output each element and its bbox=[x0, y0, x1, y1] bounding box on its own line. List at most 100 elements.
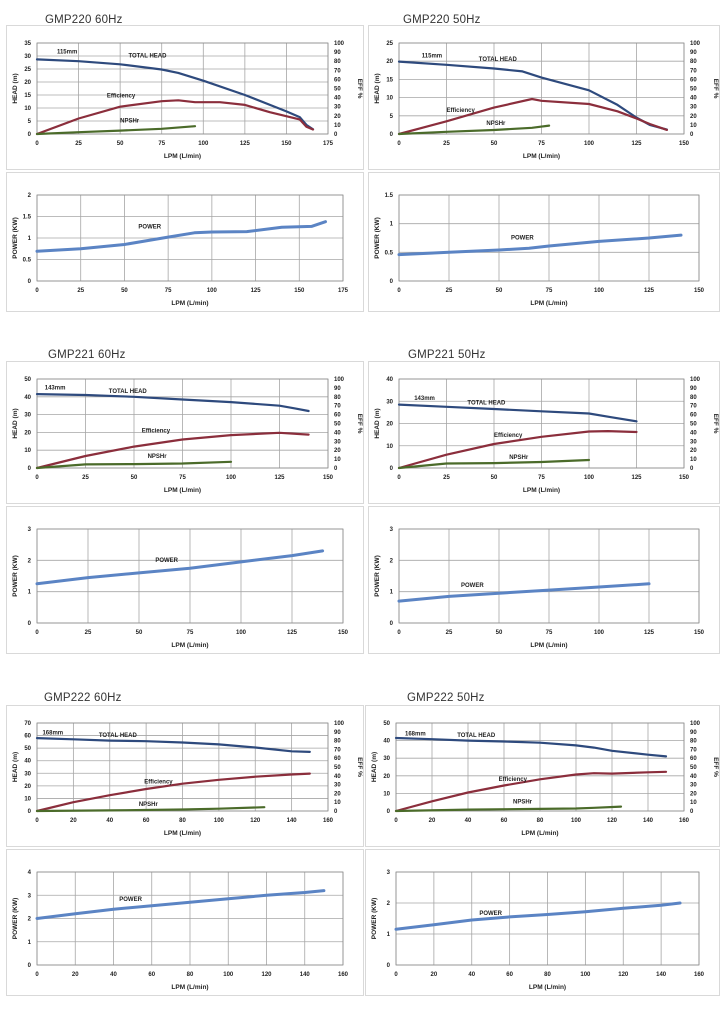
series-line-efficiency bbox=[35, 99, 315, 136]
x-tick-label: 0 bbox=[397, 288, 401, 294]
y-axis-label: POWER (KW) bbox=[374, 555, 381, 597]
x-axis-label: LPM (L/min) bbox=[530, 300, 567, 307]
x-axis-label: LPM (L/min) bbox=[171, 300, 208, 307]
y2-tick-label: 40 bbox=[690, 430, 697, 436]
x-tick-label: 75 bbox=[546, 630, 553, 636]
annotation-npshr: NPSHr bbox=[120, 118, 140, 124]
x-tick-label: 120 bbox=[618, 972, 629, 978]
y-tick-label: 20 bbox=[24, 80, 31, 86]
x-tick-label: 0 bbox=[397, 141, 401, 147]
y-tick-label: 20 bbox=[24, 784, 31, 790]
x-tick-label: 50 bbox=[117, 141, 124, 147]
x-tick-label: 100 bbox=[198, 141, 209, 147]
x-tick-label: 50 bbox=[491, 141, 498, 147]
x-tick-label: 40 bbox=[110, 972, 117, 978]
x-tick-label: 125 bbox=[644, 288, 655, 294]
series-line-npshr bbox=[394, 805, 623, 813]
x-tick-label: 75 bbox=[538, 141, 545, 147]
y2-tick-label: 80 bbox=[690, 739, 697, 745]
x-tick-label: 100 bbox=[594, 288, 605, 294]
y-axis-label: HEAD (m) bbox=[12, 408, 19, 438]
y2-tick-label: 10 bbox=[690, 457, 697, 463]
x-tick-label: 0 bbox=[35, 972, 39, 978]
x-tick-label: 20 bbox=[70, 818, 77, 824]
y-tick-label: 15 bbox=[24, 93, 31, 99]
y2-axis-label: EFF % bbox=[356, 79, 363, 99]
y-tick-label: 0.5 bbox=[385, 250, 394, 256]
y2-tick-label: 80 bbox=[690, 395, 697, 401]
y2-tick-label: 40 bbox=[334, 430, 341, 436]
y-tick-label: 10 bbox=[24, 448, 31, 454]
x-tick-label: 50 bbox=[491, 475, 498, 481]
x-tick-label: 80 bbox=[179, 818, 186, 824]
x-tick-label: 75 bbox=[538, 475, 545, 481]
y2-tick-label: 80 bbox=[690, 59, 697, 65]
y2-tick-label: 50 bbox=[334, 422, 341, 428]
y2-tick-label: 60 bbox=[690, 77, 697, 83]
y-tick-label: 30 bbox=[24, 771, 31, 777]
chart-gmp222-50-head: 0 20 40 60 80 100 120 140 1600102030405001020304… bbox=[371, 721, 719, 837]
chart-gmp220-60-head: 0 25 50 75 100 125 150 175051015202530350102030… bbox=[12, 41, 363, 160]
panel-gmp220-50-power: 0 25 50 75 100 125 150 0 0.5 1 1.5 LPM (L/min) POWER… bbox=[368, 172, 720, 312]
x-tick-label: 100 bbox=[236, 630, 247, 636]
y2-tick-label: 100 bbox=[690, 721, 701, 727]
y-tick-label: 2 bbox=[390, 558, 394, 564]
x-tick-label: 125 bbox=[251, 288, 262, 294]
y-axis-label: POWER (KW) bbox=[374, 217, 381, 259]
y2-tick-label: 40 bbox=[690, 774, 697, 780]
y2-axis-label: EFF % bbox=[356, 414, 363, 434]
x-tick-label: 140 bbox=[300, 972, 311, 978]
y-tick-label: 40 bbox=[383, 739, 390, 745]
x-tick-label: 0 bbox=[35, 141, 39, 147]
y2-tick-label: 90 bbox=[690, 730, 697, 736]
y2-tick-label: 40 bbox=[334, 774, 341, 780]
y2-tick-label: 50 bbox=[690, 422, 697, 428]
series-line-npshr bbox=[35, 125, 197, 136]
chart-gmp222-50-power: 0 20 40 60 80 100 120 140 160 0 1 2 3 LPM (L/min) POWE… bbox=[371, 870, 705, 991]
y2-tick-label: 0 bbox=[334, 466, 338, 472]
series-line-efficiency bbox=[397, 97, 668, 136]
x-tick-label: 100 bbox=[594, 630, 605, 636]
x-tick-label: 60 bbox=[148, 972, 155, 978]
y-tick-label: 0 bbox=[390, 279, 394, 285]
y2-tick-label: 80 bbox=[334, 395, 341, 401]
x-tick-label: 80 bbox=[544, 972, 551, 978]
x-axis-label: LPM (L/min) bbox=[171, 642, 208, 649]
y-tick-label: 3 bbox=[390, 527, 394, 533]
y-tick-label: 0 bbox=[28, 963, 32, 969]
annotation-npshr: NPSHr bbox=[139, 802, 159, 808]
annotation-efficiency: Efficiency bbox=[447, 108, 476, 114]
x-tick-label: 25 bbox=[443, 475, 450, 481]
chart-gmp220-50-head: 0 25 50 75 100 125 150051015202501020304050607… bbox=[374, 41, 719, 160]
annotation-efficiency: Efficiency bbox=[494, 433, 523, 439]
y-tick-label: 30 bbox=[386, 399, 393, 405]
chart-title-gmp221-60: GMP221 60Hz bbox=[48, 349, 126, 361]
x-tick-label: 50 bbox=[496, 288, 503, 294]
y-tick-label: 25 bbox=[386, 41, 393, 47]
annotation-total-head: TOTAL HEAD bbox=[467, 401, 506, 407]
x-axis-label: LPM (L/min) bbox=[529, 984, 566, 991]
plot-frame bbox=[395, 871, 700, 966]
y-tick-label: 0 bbox=[390, 466, 394, 472]
x-tick-label: 0 bbox=[35, 818, 39, 824]
x-axis-label: LPM (L/min) bbox=[171, 984, 208, 991]
y-tick-label: 10 bbox=[383, 791, 390, 797]
y2-tick-label: 90 bbox=[334, 50, 341, 56]
x-tick-label: 25 bbox=[82, 475, 89, 481]
y2-tick-label: 70 bbox=[334, 747, 341, 753]
y-tick-label: 1.5 bbox=[385, 193, 394, 199]
x-tick-label: 175 bbox=[338, 288, 349, 294]
x-tick-label: 60 bbox=[501, 818, 508, 824]
chart-gmp221-60-power: 0 25 50 75 100 125 150 0 1 2 3 LPM (L/min) POWER (KW… bbox=[12, 527, 349, 649]
y2-tick-label: 30 bbox=[690, 439, 697, 445]
series-line-power bbox=[397, 233, 683, 257]
y-tick-label: 0 bbox=[28, 621, 32, 627]
x-tick-label: 25 bbox=[77, 288, 84, 294]
y2-tick-label: 0 bbox=[690, 132, 694, 138]
y2-tick-label: 20 bbox=[690, 114, 697, 120]
y2-tick-label: 40 bbox=[334, 96, 341, 102]
y2-tick-label: 0 bbox=[334, 809, 338, 815]
panel-gmp221-60-power: 0 25 50 75 100 125 150 0 1 2 3 LPM (L/min) POWER (KW… bbox=[6, 506, 364, 654]
y2-tick-label: 0 bbox=[690, 466, 694, 472]
annotation-115mm: 115mm bbox=[422, 54, 442, 60]
